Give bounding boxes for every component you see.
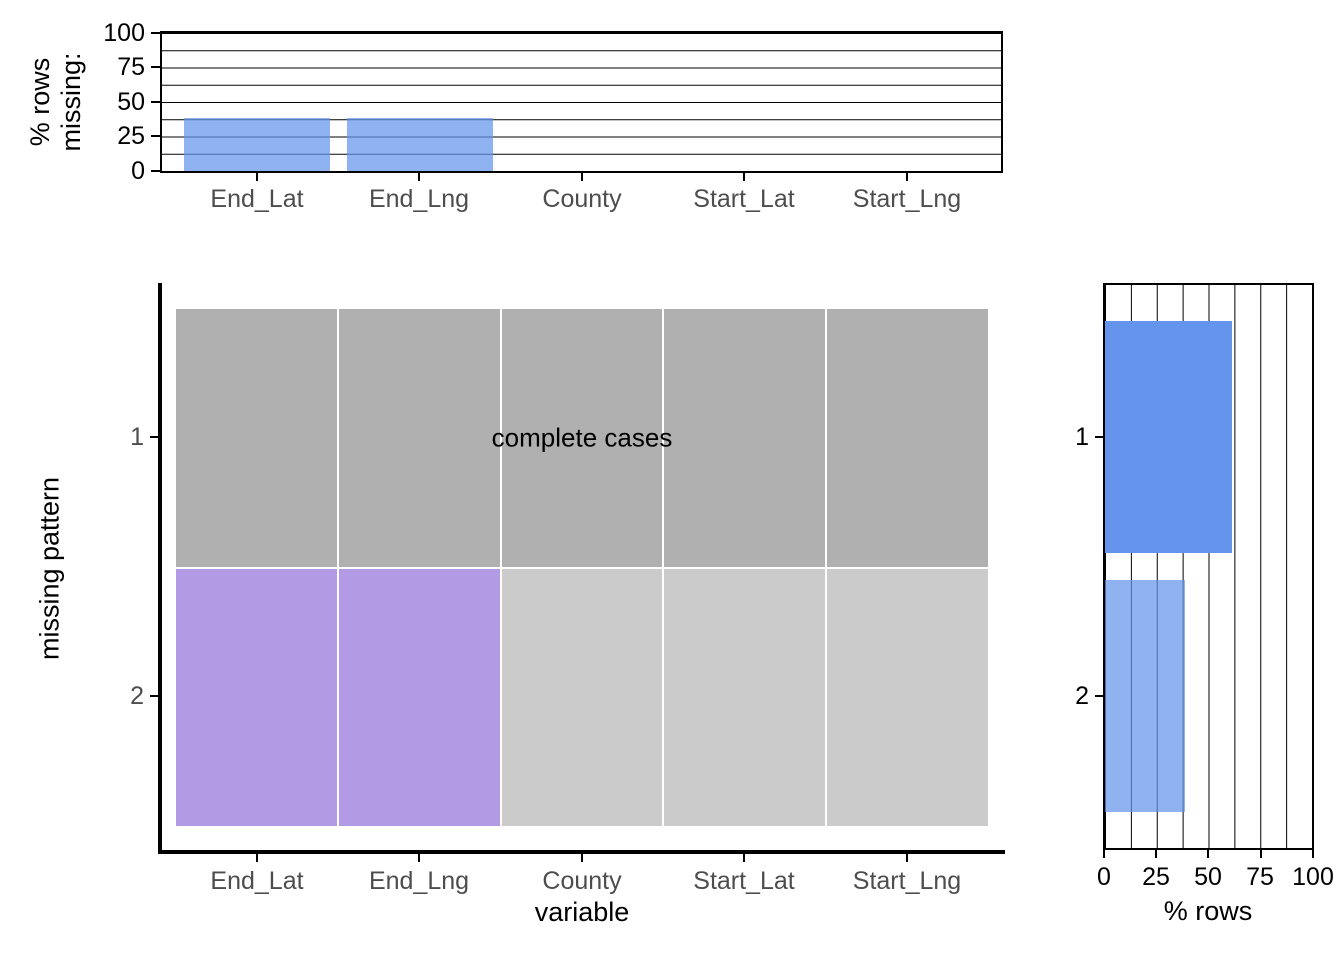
main-xtick-label: Start_Lng	[852, 867, 962, 895]
right-x-axis-title: % rows	[1163, 896, 1253, 926]
right-xtick-label: 0	[1097, 863, 1111, 891]
right-xtick	[1103, 850, 1105, 858]
top-xtick-label: End_Lat	[210, 185, 304, 213]
right-xtick-label: 75	[1246, 863, 1274, 891]
main-xtick-label: End_Lat	[210, 867, 304, 895]
pattern-tile-1-end-lat	[176, 309, 337, 567]
main-xtick-label: End_Lng	[368, 867, 470, 895]
main-xtick	[743, 854, 745, 862]
top-bar-end-lng	[346, 117, 493, 171]
top-y-axis-title-line2: missing:	[56, 52, 86, 152]
main-y-axis-title: missing pattern	[34, 476, 65, 661]
top-xtick	[418, 173, 420, 181]
main-x-axis-line	[158, 850, 1005, 854]
top-ytick-label: 25	[117, 122, 145, 150]
right-xtick	[1207, 850, 1209, 858]
top-bars-area	[176, 33, 988, 171]
top-bar-end-lat	[184, 117, 331, 171]
missing-pattern-grid: complete cases	[176, 309, 988, 826]
top-xtick-label: Start_Lat	[693, 185, 795, 213]
pattern-tile-2-start-lat	[664, 568, 826, 826]
right-ytick-1	[1095, 436, 1103, 438]
main-ytick-label-2: 2	[130, 682, 144, 710]
top-xtick-label: End_Lng	[368, 185, 470, 213]
right-ytick-label-2: 2	[1075, 682, 1089, 710]
pattern-tile-1-county	[501, 309, 663, 567]
pattern-tile-1-start-lat	[664, 309, 826, 567]
right-rows-bar-panel	[1103, 283, 1314, 850]
pattern-tile-2-start-lng	[827, 568, 988, 826]
main-xtick-label: County	[542, 867, 622, 895]
top-ytick-label: 75	[117, 53, 145, 81]
top-ytick-100	[151, 32, 160, 34]
main-ytick-label-1: 1	[130, 423, 144, 451]
top-ytick-label: 50	[117, 88, 145, 116]
top-y-axis-title: % rows missing:	[25, 2, 87, 202]
top-xtick	[581, 173, 583, 181]
main-xtick	[581, 854, 583, 862]
pattern-tile-2-county	[501, 568, 663, 826]
top-y-axis-title-line1: % rows	[25, 57, 55, 147]
right-xtick-label: 25	[1142, 863, 1170, 891]
right-xtick	[1312, 850, 1314, 858]
top-xtick-label: County	[542, 185, 622, 213]
top-ytick-label: 100	[103, 19, 145, 47]
right-bar-pattern-1	[1105, 321, 1233, 553]
top-xtick	[906, 173, 908, 181]
pattern-tile-1-start-lng	[827, 309, 988, 567]
main-ytick-1	[150, 436, 158, 438]
top-ytick-label: 0	[131, 157, 145, 185]
top-xtick-label: Start_Lng	[852, 185, 962, 213]
main-ytick-2	[150, 695, 158, 697]
top-ytick-50	[151, 101, 160, 103]
pattern-tile-1-end-lng	[338, 309, 500, 567]
right-xtick-label: 50	[1194, 863, 1222, 891]
complete-cases-annotation: complete cases	[491, 422, 673, 453]
pattern-tile-2-end-lng	[338, 568, 500, 826]
right-xtick	[1260, 850, 1262, 858]
main-xtick-label: Start_Lat	[693, 867, 795, 895]
top-xtick	[256, 173, 258, 181]
pattern-tile-2-end-lat	[176, 568, 337, 826]
top-ytick-75	[151, 66, 160, 68]
main-xtick	[906, 854, 908, 862]
main-y-axis-line	[158, 283, 162, 854]
top-xtick	[743, 173, 745, 181]
right-bar-pattern-2	[1105, 580, 1185, 812]
top-ytick-0	[151, 170, 160, 172]
right-xtick-label: 100	[1292, 863, 1334, 891]
right-ytick-2	[1095, 695, 1103, 697]
main-xtick	[256, 854, 258, 862]
top-missing-bar-panel	[160, 31, 1003, 173]
right-ytick-label-1: 1	[1075, 423, 1089, 451]
main-x-axis-title: variable	[534, 897, 630, 927]
main-xtick	[418, 854, 420, 862]
right-xtick	[1155, 850, 1157, 858]
top-ytick-25	[151, 135, 160, 137]
